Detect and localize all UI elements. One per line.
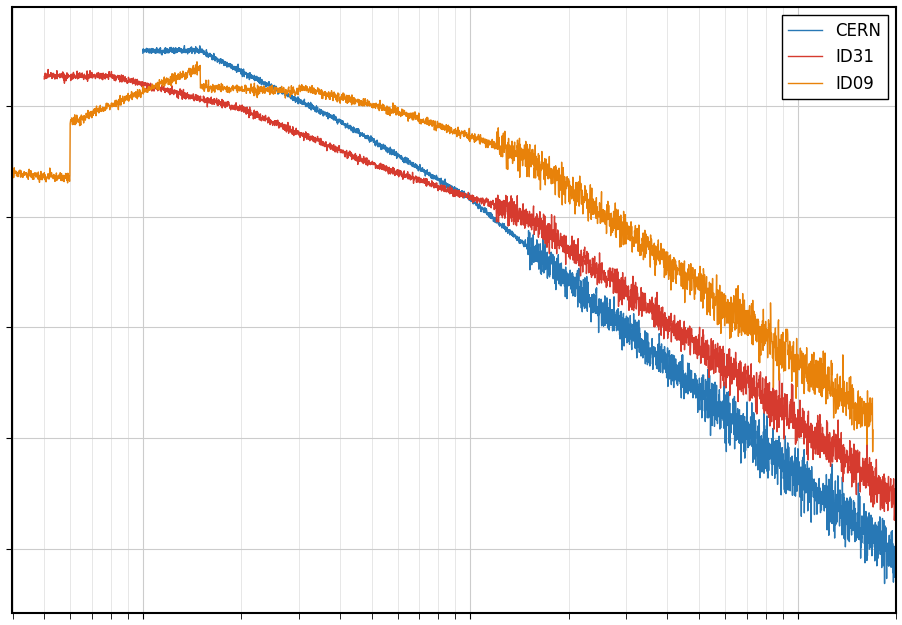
CERN	[137, 49, 148, 57]
ID31	[889, 474, 900, 482]
Legend: CERN, ID31, ID09: CERN, ID31, ID09	[781, 15, 887, 99]
Line: ID09: ID09	[13, 62, 872, 452]
CERN	[179, 42, 189, 49]
ID31	[580, 261, 591, 268]
ID09	[867, 426, 878, 434]
ID31	[42, 66, 53, 73]
ID31	[888, 516, 898, 524]
CERN	[495, 221, 506, 229]
ID31	[544, 222, 555, 230]
ID09	[156, 76, 167, 84]
ID09	[191, 58, 202, 66]
ID09	[758, 329, 769, 337]
CERN	[889, 526, 900, 534]
ID09	[7, 171, 18, 178]
CERN	[459, 192, 470, 199]
CERN	[867, 524, 878, 531]
ID09	[106, 103, 116, 111]
CERN	[454, 189, 465, 196]
ID09	[850, 400, 861, 408]
ID31	[39, 75, 50, 82]
ID31	[440, 186, 451, 194]
ID09	[337, 89, 348, 97]
ID09	[866, 448, 877, 456]
Line: CERN: CERN	[143, 46, 895, 584]
CERN	[879, 580, 889, 587]
Line: ID31: ID31	[44, 69, 895, 520]
ID31	[824, 439, 835, 446]
CERN	[829, 521, 840, 529]
ID09	[374, 97, 385, 104]
ID31	[346, 154, 357, 162]
ID31	[216, 104, 227, 112]
CERN	[684, 377, 695, 384]
